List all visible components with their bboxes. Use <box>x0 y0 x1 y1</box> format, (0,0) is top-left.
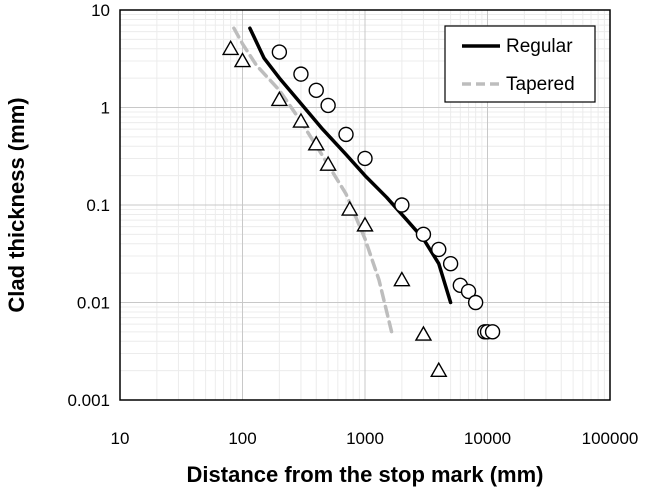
x-tick-label: 10000 <box>464 429 511 448</box>
circle-marker <box>271 44 288 60</box>
x-axis-title: Distance from the stop mark (mm) <box>187 462 544 487</box>
circle-marker <box>467 294 484 311</box>
x-tick-label: 1000 <box>346 429 384 448</box>
triangle-marker <box>414 325 433 341</box>
triangle-marker <box>393 271 411 287</box>
triangle-marker <box>292 112 310 128</box>
triangle-marker <box>307 135 325 151</box>
legend-box <box>444 25 596 103</box>
circle-marker <box>293 66 309 82</box>
x-tick-labels: 10 100 1000 10000 100000 <box>111 429 639 448</box>
triangle-marker <box>270 90 289 107</box>
triangle-marker <box>340 200 359 216</box>
circle-marker <box>308 82 324 99</box>
circle-marker <box>320 97 336 114</box>
triangle-marker <box>430 361 448 377</box>
circle-marker <box>394 197 410 213</box>
circle-marker <box>357 150 373 167</box>
x-tick-label: 10 <box>111 429 130 448</box>
circle-marker <box>415 226 432 243</box>
legend-label-regular: Regular <box>506 36 573 57</box>
triangle-marker <box>319 155 337 171</box>
series-layer <box>232 26 453 334</box>
legend-label-tapered: Tapered <box>506 74 575 95</box>
x-tick-label: 100000 <box>582 429 639 448</box>
y-tick-label: 0.001 <box>67 391 110 410</box>
triangle-marker <box>356 216 374 232</box>
circle-marker <box>442 256 459 272</box>
x-tick-label: 100 <box>228 429 256 448</box>
plot-frame <box>119 9 611 401</box>
y-tick-label: 1 <box>101 99 110 118</box>
y-tick-labels: 0.001 0.01 0.1 1 10 <box>67 1 110 410</box>
y-axis-title: Clad thickness (mm) <box>4 97 29 312</box>
series-line-regular <box>248 26 453 305</box>
circle-marker <box>338 126 354 143</box>
circle-marker <box>484 324 501 340</box>
markers-layer <box>221 39 501 377</box>
y-tick-label: 10 <box>91 1 110 20</box>
legend: Regular Tapered <box>444 25 596 103</box>
circle-marker <box>431 241 447 258</box>
circle-marker <box>460 283 477 300</box>
y-tick-label: 0.1 <box>86 196 110 215</box>
y-tick-label: 0.01 <box>77 294 110 313</box>
triangle-marker <box>221 39 240 56</box>
triangle-marker <box>233 52 252 68</box>
series-line-tapered <box>232 26 394 334</box>
